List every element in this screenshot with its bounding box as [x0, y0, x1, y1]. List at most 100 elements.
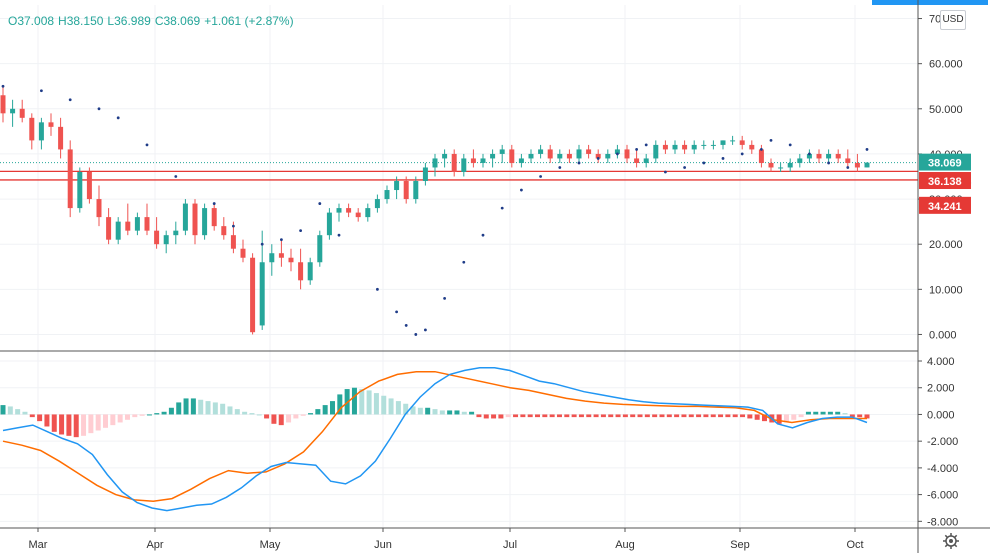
macd-histogram-bar: [505, 414, 511, 418]
candle-body: [192, 203, 198, 236]
macd-histogram-bar: [783, 414, 789, 423]
grid-lines: [0, 5, 918, 528]
candle-body: [38, 122, 44, 141]
macd-histogram-bar: [351, 387, 357, 415]
time-axis-ticks[interactable]: Mar Apr May Jun Jul Aug Sep Oct: [29, 528, 864, 551]
macd-axis-ticks[interactable]: 4.000 2.000 0.000 -2.000 -4.000 -6.000 -8.000: [918, 356, 958, 528]
candle-body: [10, 108, 16, 114]
macd-histogram-bar: [132, 414, 138, 418]
macd-histogram-bar: [725, 414, 731, 418]
time-tick-label: Sep: [730, 539, 750, 551]
macd-histogram-bar: [498, 414, 504, 419]
macd-histogram-bar: [593, 414, 599, 418]
macd-histogram-bar: [688, 414, 694, 418]
candle-body: [586, 149, 592, 154]
candle-body: [250, 257, 256, 333]
candle-body: [154, 230, 160, 245]
macd-histogram-bar: [81, 414, 87, 436]
candle-body: [355, 212, 361, 218]
psar-dot: [769, 138, 773, 142]
macd-histogram-bar: [139, 414, 145, 416]
candle-body: [682, 144, 688, 150]
macd-histogram-bar: [754, 414, 760, 420]
gear-icon[interactable]: [941, 531, 961, 551]
macd-histogram-bar: [703, 414, 709, 418]
macd-histogram-bar: [183, 398, 189, 415]
candle-body: [720, 140, 726, 145]
macd-histogram-bar: [696, 414, 702, 418]
macd-histogram-bar: [549, 414, 555, 418]
macd-histogram-bar: [212, 402, 218, 415]
candle-body: [518, 158, 524, 163]
candle-body: [768, 162, 774, 168]
candle-body: [365, 208, 371, 218]
macd-histogram-bar: [564, 414, 570, 418]
macd-histogram-bar: [857, 414, 863, 418]
macd-histogram-bar: [666, 414, 672, 418]
macd-histogram-bar: [718, 414, 724, 418]
candle-body: [374, 199, 380, 209]
macd-histogram-bar: [461, 411, 467, 415]
candle-body: [230, 235, 236, 249]
macd-histogram-bar: [300, 414, 306, 416]
currency-button[interactable]: USD: [940, 10, 966, 30]
macd-histogram-bar: [827, 411, 833, 415]
macd-histogram-bar: [644, 414, 650, 418]
macd-tick-label: 0.000: [927, 409, 955, 421]
psar-dot: [280, 238, 283, 242]
candle-body: [182, 203, 188, 231]
candle-body: [221, 226, 227, 236]
macd-histogram-bar: [615, 414, 621, 418]
candle-body: [528, 153, 534, 159]
psar-dot: [740, 152, 744, 156]
macd-histogram-bar: [813, 411, 819, 415]
psar-dot: [395, 310, 398, 314]
ohlc-high: H38.150: [58, 14, 104, 28]
psar-dot: [481, 233, 485, 237]
macd-histogram-bar: [747, 414, 753, 419]
macd-histogram-bar: [842, 413, 848, 415]
macd-histogram-bar: [234, 409, 240, 415]
psar-dot: [520, 188, 523, 192]
top-accent-strip: [872, 0, 988, 5]
candle-body: [173, 230, 179, 236]
ohlc-close: C38.069: [154, 14, 201, 28]
macd-histogram-bar: [256, 414, 262, 416]
macd-histogram-bar: [29, 414, 35, 418]
candle-body: [106, 217, 112, 240]
psar-dot: [68, 98, 72, 102]
macd-histogram-bar: [652, 414, 658, 418]
candle-body: [806, 153, 812, 159]
psar-dot: [1, 84, 5, 88]
candle-body: [317, 235, 323, 263]
macd-histogram-bar: [483, 414, 489, 419]
macd-histogram-bar: [37, 414, 43, 422]
macd-histogram-bar: [864, 414, 870, 419]
psar-dot: [500, 206, 504, 210]
macd-tick-label: -4.000: [927, 463, 958, 475]
macd-histogram-bar: [659, 414, 665, 418]
psar-dot: [827, 161, 830, 165]
macd-histogram-bar: [278, 414, 284, 426]
candle-body: [77, 171, 83, 209]
candle-body: [749, 144, 755, 150]
candle-body: [307, 262, 313, 281]
macd-histogram-bar: [586, 414, 592, 418]
psar-dot: [616, 152, 619, 156]
macd-histogram-bar: [527, 414, 533, 418]
macd-tick-label: -8.000: [927, 516, 958, 528]
macd-histogram-bar: [117, 414, 123, 423]
candle-body: [19, 108, 25, 118]
psar-dot: [644, 143, 648, 147]
level-badge-1-bg: [919, 172, 971, 190]
macd-tick-label: -6.000: [927, 490, 958, 502]
macd-histogram-bar: [51, 414, 57, 432]
price-tick-label: 20.000: [929, 239, 963, 251]
candle-body: [787, 162, 793, 168]
candle-body: [413, 181, 419, 200]
time-tick-label: Aug: [615, 539, 635, 551]
psar-dot: [424, 328, 427, 332]
candle-body: [29, 117, 35, 141]
